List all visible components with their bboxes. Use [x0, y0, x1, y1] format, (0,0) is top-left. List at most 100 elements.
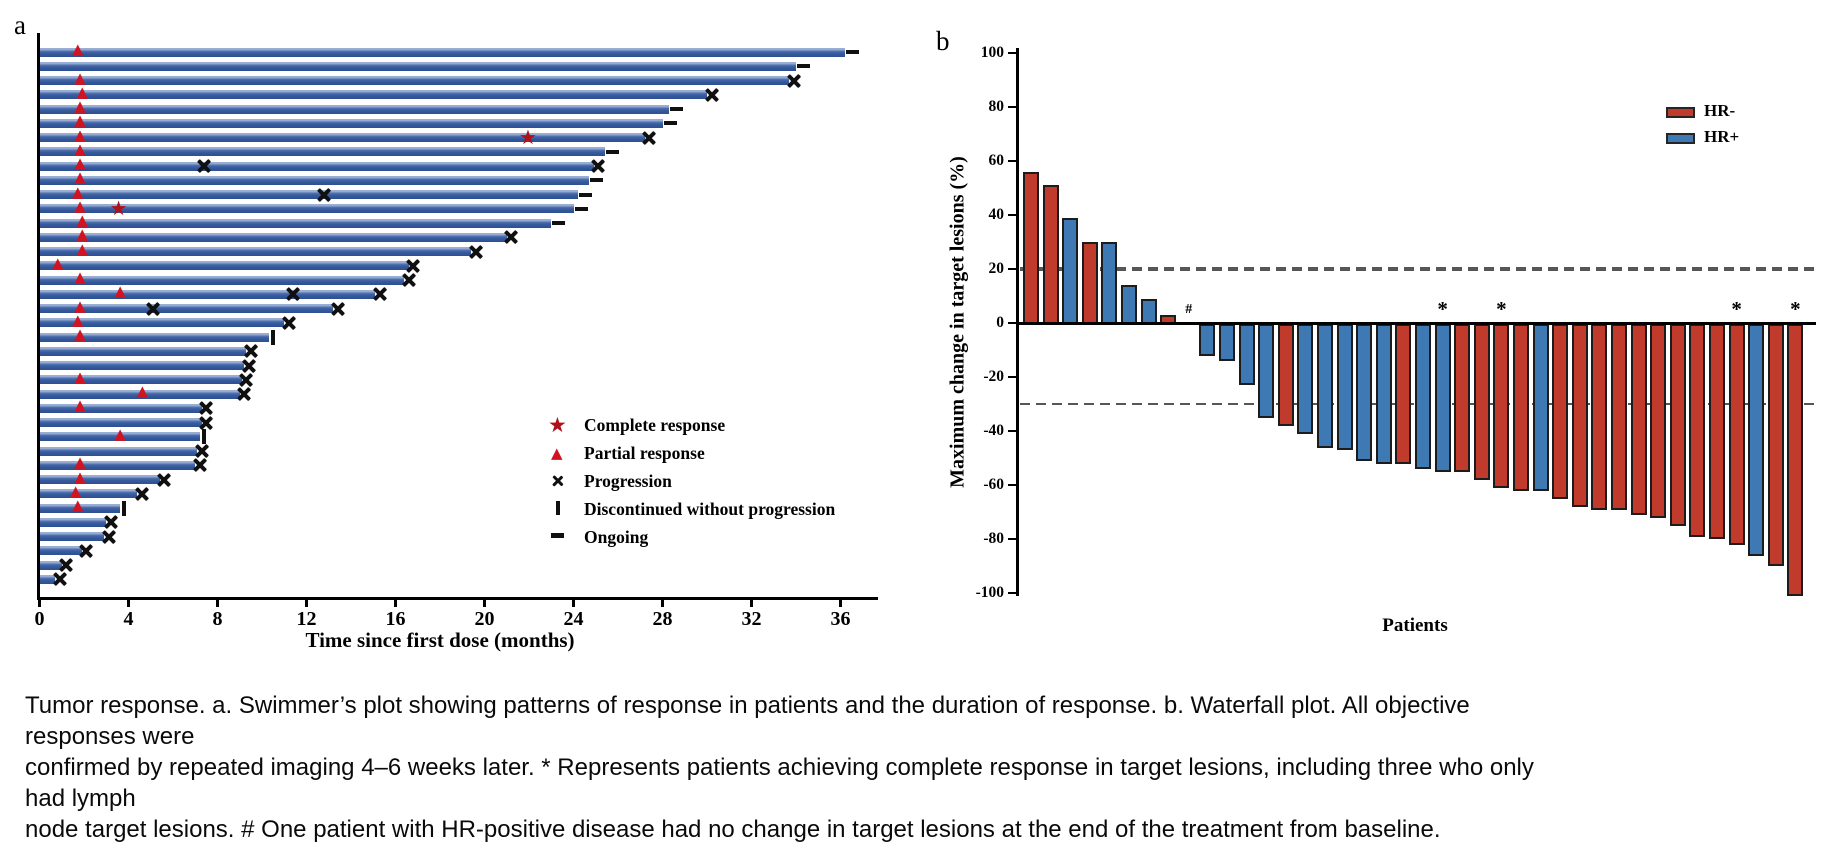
partial-response-triangle-icon: ▲	[74, 154, 86, 172]
complete-response-star-icon: ★	[548, 413, 567, 437]
caption-line-1: Tumor response. a. Swimmer’s plot showin…	[25, 692, 1470, 750]
waterfall-bar	[1081, 242, 1098, 325]
partial-response-triangle-icon: ▲	[74, 68, 86, 87]
ongoing-dash-icon	[590, 178, 604, 183]
ongoing-dash-icon	[552, 221, 566, 225]
waterfall-y-tick-label: 20	[988, 260, 1005, 277]
partial-response-triangle-icon: ▲	[74, 125, 86, 144]
panel-a-swimmer-plot: a ▲ ▲ ▲ ▲ ▲ ▲ ★ ▲ ▲ ▲ ▲ ▲ ★ ▲ ▲ ▲ ▲ ▲ ▲ ▲ ▲ ▲ ▲ ▲ ▲ ▲ ▲ ▲ ▲ ▲ 0 4 8 12 16 2…	[0, 0, 1835, 803]
partial-response-triangle-icon: ▲	[72, 310, 84, 329]
swimmer-plot-area: ▲ ▲ ▲ ▲ ▲ ▲ ★ ▲ ▲ ▲ ▲ ▲ ★ ▲ ▲ ▲ ▲ ▲ ▲ ▲ ▲ ▲ ▲ ▲ ▲ ▲ ▲ ▲ ▲ ▲ 0 4 8 12 16 20 2…	[0, 0, 1835, 803]
waterfall-bar	[1023, 171, 1039, 325]
swimmer-bar	[39, 289, 376, 299]
waterfall-bar	[1630, 324, 1647, 515]
swimmer-x-tick-label: 8	[212, 608, 223, 630]
swimmer-bar	[39, 118, 663, 128]
partial-response-triangle-icon: ▲	[72, 182, 84, 201]
legend-label-partial-response: Partial response	[584, 443, 705, 463]
waterfall-bar	[1101, 242, 1118, 325]
partial-response-triangle-icon: ▲	[52, 253, 64, 272]
waterfall-bar	[1591, 324, 1608, 510]
waterfall-bar	[1415, 324, 1431, 470]
complete-response-star-icon: ★	[109, 195, 128, 220]
waterfall-plot-area: # * * * * 100 80 60 40 20 0 -20 -40 -60 -80 -100	[975, 44, 1816, 601]
waterfall-bar	[1395, 324, 1412, 464]
waterfall-bar	[1473, 324, 1490, 480]
swimmer-x-tick-label: 20	[474, 608, 495, 630]
waterfall-bar	[1121, 285, 1137, 325]
swimmer-bar	[39, 161, 594, 171]
figure-caption: Tumor response. a. Swimmer’s plot showin…	[25, 690, 1555, 845]
waterfall-bar	[1199, 324, 1216, 356]
ongoing-dash-icon	[797, 64, 810, 69]
swimmer-bar	[39, 90, 707, 100]
swimmer-x-tick	[483, 599, 486, 607]
swimmer-bar	[39, 190, 578, 199]
swimmer-bar	[39, 218, 552, 228]
swimmer-x-tick-label: 32	[741, 608, 762, 630]
swimmer-bar	[39, 175, 590, 185]
waterfall-y-tick	[1008, 429, 1016, 433]
swimmer-bar	[39, 133, 645, 142]
partial-response-triangle-icon: ▲	[74, 196, 86, 215]
legend-label-progression: Progression	[584, 471, 672, 491]
swimmer-bar	[39, 560, 62, 570]
waterfall-bar	[1062, 217, 1079, 325]
waterfall-bar	[1532, 324, 1549, 491]
partial-response-triangle-icon: ▲	[74, 139, 86, 158]
waterfall-y-tick	[1008, 267, 1016, 271]
swimmer-bar	[39, 546, 82, 556]
waterfall-bar	[1454, 324, 1471, 472]
swimmer-x-tick-label: 12	[296, 608, 317, 630]
swimmer-bar	[39, 446, 198, 456]
hr-negative-swatch-icon	[1666, 107, 1695, 118]
waterfall-y-tick	[1008, 483, 1016, 487]
partial-response-triangle-icon: ▲	[74, 325, 86, 343]
waterfall-bar	[1611, 324, 1627, 510]
ongoing-dash-icon	[574, 206, 588, 211]
swimmer-bar	[39, 247, 472, 256]
swimmer-bar	[39, 318, 285, 328]
partial-response-triangle-icon: ▲	[74, 111, 86, 130]
waterfall-bar	[1356, 324, 1373, 461]
swimmer-x-tick-label: 28	[652, 608, 673, 630]
waterfall-y-tick-label: -40	[983, 422, 1004, 439]
partial-response-triangle-icon: ▲	[69, 481, 82, 500]
swimmer-bar	[39, 375, 242, 385]
partial-response-triangle-icon: ▲	[72, 496, 84, 514]
swimmer-bar	[39, 232, 507, 242]
caption-line-2: confirmed by repeated imaging 4–6 weeks …	[25, 754, 1534, 812]
swimmer-x-tick	[661, 599, 664, 607]
legend-label-hr-negative: HR-	[1704, 101, 1736, 120]
waterfall-bar	[1571, 324, 1588, 507]
waterfall-y-tick	[1008, 537, 1016, 541]
waterfall-bar	[1767, 324, 1784, 567]
waterfall-bar	[1689, 324, 1706, 537]
swimmer-x-tick-label: 36	[830, 608, 851, 630]
waterfall-y-tick-label: 100	[980, 44, 1004, 61]
swimmer-x-tick	[127, 599, 130, 607]
swimmer-bar	[39, 460, 196, 470]
swimmer-bar	[39, 418, 202, 427]
swimmer-bar	[39, 503, 120, 513]
swimmer-bar	[39, 332, 269, 342]
waterfall-bar	[1669, 324, 1686, 526]
waterfall-bar	[1336, 324, 1353, 451]
ongoing-dash-icon	[578, 192, 592, 197]
swimmer-x-axis	[37, 597, 878, 600]
swimmer-x-tick	[394, 599, 397, 607]
swimmer-bar	[39, 517, 107, 527]
legend-label-discontinued: Discontinued without progression	[584, 499, 836, 519]
partial-response-triangle-icon: ▲	[74, 453, 86, 472]
waterfall-y-axis-title: Maximum change in target lesions (%)	[946, 156, 969, 488]
waterfall-y-tick-label: -100	[975, 584, 1004, 601]
swimmer-x-tick	[839, 599, 842, 607]
waterfall-bar	[1297, 324, 1314, 434]
discontinued-bar-icon	[270, 329, 275, 345]
waterfall-y-tick	[1008, 159, 1016, 163]
waterfall-bar	[1650, 324, 1667, 518]
waterfall-bar	[1709, 324, 1725, 540]
swimmer-bar	[39, 147, 605, 157]
ongoing-dash-icon	[845, 50, 859, 54]
swimmer-bar	[39, 261, 409, 271]
